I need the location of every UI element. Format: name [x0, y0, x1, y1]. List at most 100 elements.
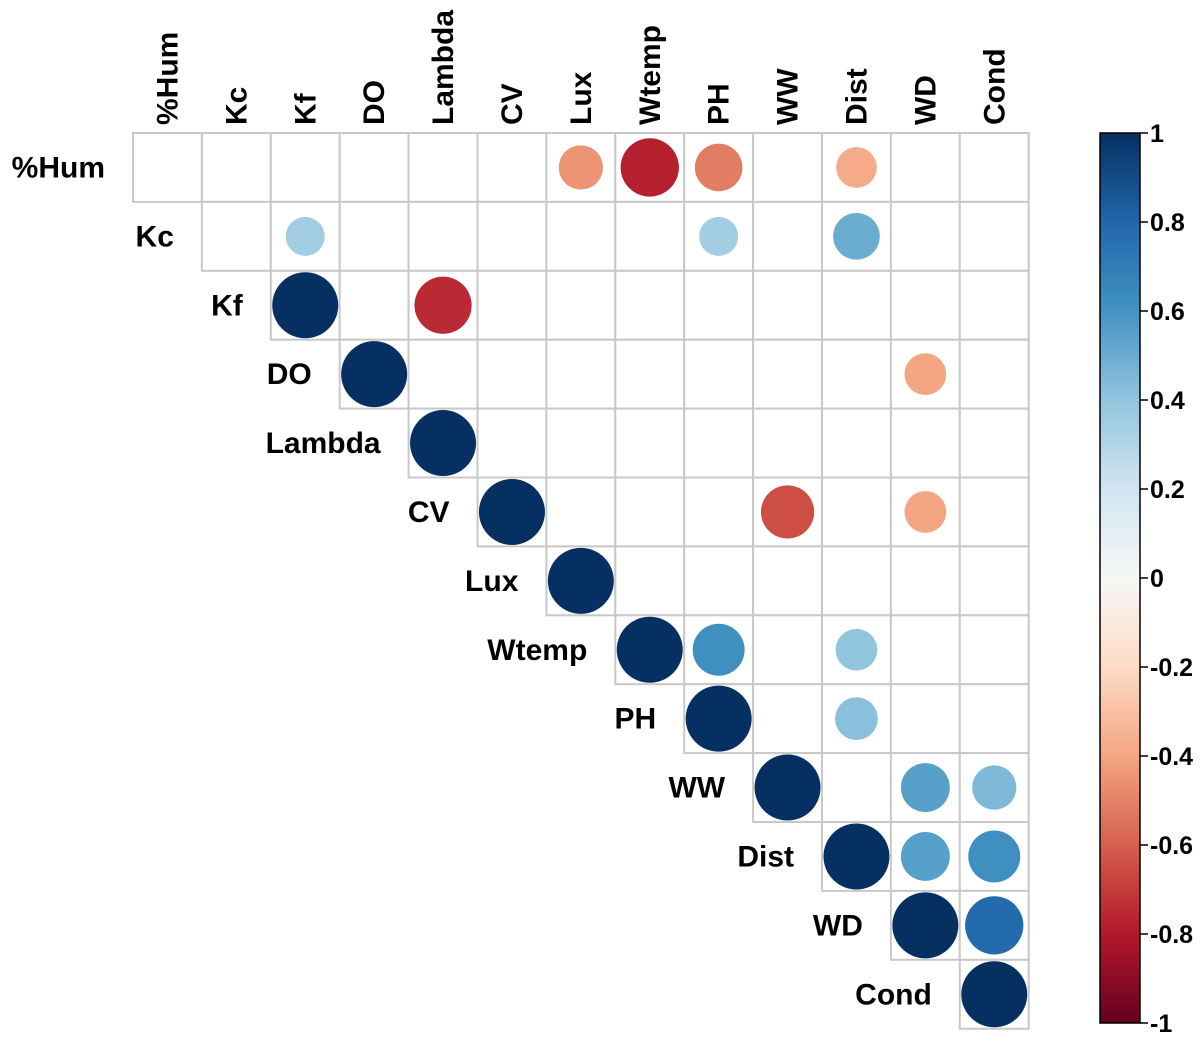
correlation-circle-WW-WD: [900, 763, 950, 813]
column-label-Cond: Cond: [978, 48, 1011, 125]
correlation-circle-Kf-Lambda: [414, 276, 472, 334]
grid-cell-4-8: [683, 407, 755, 479]
grid-cell-2-12: [958, 269, 1030, 341]
grid-cell-6-8: [683, 545, 755, 617]
colorbar-tick-label: -1: [1150, 1010, 1172, 1038]
correlation-circle-pctHum-Lux: [558, 145, 603, 190]
row-labels: %Hum Kc Kf DO Lambda CV Lux Wtemp PH WW Dist WD Cond: [12, 151, 932, 1011]
column-label-WD: WD: [909, 75, 942, 125]
grid-cell-1-3: [338, 200, 410, 272]
column-label-Dist: Dist: [840, 68, 873, 125]
grid-cell-3-12: [958, 338, 1030, 410]
grid-cell-0-12: [958, 132, 1030, 203]
grid-cell-7-11: [889, 614, 961, 686]
grid-cell-4-5: [476, 407, 548, 479]
row-label-WW: WW: [668, 772, 725, 805]
colorbar-gradient: [1099, 132, 1141, 1024]
correlation-circle-Lambda-Lambda: [410, 410, 477, 477]
grid-cell-4-11: [889, 407, 961, 479]
grid-cell-8-11: [889, 683, 961, 755]
row-label-CV: CV: [408, 496, 450, 529]
grid-cell-4-12: [958, 407, 1030, 479]
grid-cell-3-9: [752, 338, 823, 410]
grid-cell-5-8: [683, 476, 755, 548]
grid-cell-3-10: [821, 338, 892, 410]
row-label-Dist: Dist: [737, 840, 794, 873]
grid-cell-0-3: [338, 132, 410, 203]
grid-cell-6-10: [821, 545, 892, 617]
grid-cell-6-9: [752, 545, 823, 617]
grid-cell-4-10: [821, 407, 892, 479]
grid-cell-0-5: [476, 132, 548, 203]
grid-cell-1-5: [476, 200, 548, 272]
grid-cell-2-7: [614, 269, 686, 341]
colorbar-tick-label: -0.6: [1150, 832, 1193, 860]
row-label-PH: PH: [615, 703, 657, 736]
colorbar-tick-label: 0: [1150, 565, 1164, 593]
colorbar-tick-label: 0.6: [1150, 298, 1185, 326]
correlation-circle-WD-WD: [892, 892, 959, 959]
grid-cell-1-6: [545, 200, 617, 272]
column-label-pctHum: %Hum: [151, 32, 184, 125]
grid-cell-6-12: [958, 545, 1030, 617]
column-label-Kf: Kf: [289, 92, 322, 125]
row-label-Lux: Lux: [465, 565, 519, 598]
column-label-Lambda: Lambda: [427, 10, 460, 125]
correlation-circle-CV-WD: [904, 491, 947, 533]
correlation-circle-pctHum-PH: [694, 143, 743, 192]
correlation-circle-Kc-PH: [699, 216, 739, 256]
correlation-circle-Dist-WD: [900, 831, 950, 881]
grid-cell-2-3: [338, 269, 410, 341]
column-labels: %Hum Kc Kf DO Lambda CV Lux Wtemp PH WW Dist WD Cond: [151, 10, 1011, 125]
correlation-circle-PH-Dist: [835, 697, 878, 741]
grid-cell-4-6: [545, 407, 617, 479]
colorbar-tick-label: -0.2: [1150, 654, 1193, 682]
grid-cell-2-5: [476, 269, 548, 341]
grid-cell-0-11: [889, 132, 961, 203]
correlation-circle-CV-WW: [760, 485, 815, 539]
column-label-Wtemp: Wtemp: [634, 25, 667, 125]
circle-layer: [272, 138, 1028, 1028]
column-label-PH: PH: [703, 83, 736, 125]
correlation-circle-WW-WW: [754, 754, 821, 821]
grid-cell-0-1: [200, 132, 272, 203]
grid-cell-2-10: [821, 269, 892, 341]
grid-cell-1-12: [958, 200, 1030, 272]
colorbar-tick-label: -0.8: [1150, 921, 1193, 949]
row-label-Kf: Kf: [211, 289, 244, 322]
colorbar-tick-label: 0.2: [1150, 476, 1185, 504]
correlation-circle-pctHum-Dist: [836, 147, 877, 188]
grid-cell-0-9: [752, 132, 823, 203]
grid-cell-0-2: [269, 132, 341, 203]
column-label-Lux: Lux: [565, 71, 598, 125]
row-label-pctHum: %Hum: [12, 151, 105, 184]
grid-cell-3-6: [545, 338, 617, 410]
grid-cell-3-4: [407, 338, 479, 410]
colorbar-tick-label: 1: [1150, 120, 1164, 148]
grid-cell-2-8: [683, 269, 755, 341]
column-label-Kc: Kc: [220, 87, 253, 125]
correlation-circle-WW-Cond: [972, 765, 1017, 810]
correlation-circle-Lux-Lux: [547, 547, 614, 614]
grid-cell-8-9: [752, 683, 823, 755]
grid-cell-5-6: [545, 476, 617, 548]
grid-cell-1-9: [752, 200, 823, 272]
correlation-circle-Dist-Cond: [968, 830, 1021, 883]
grid-cell-6-7: [614, 545, 686, 617]
column-label-DO: DO: [358, 80, 391, 125]
correlation-circle-WD-Cond: [965, 896, 1024, 955]
colorbar-tick-label: 0.8: [1150, 209, 1185, 237]
row-label-Lambda: Lambda: [266, 427, 381, 460]
correlation-circle-Kf-Kf: [272, 272, 339, 339]
row-label-DO: DO: [267, 358, 312, 391]
correlation-circle-pctHum-Wtemp: [620, 138, 679, 197]
correlation-circle-DO-WD: [904, 353, 947, 396]
grid-cell-7-9: [752, 614, 823, 686]
correlation-circle-Wtemp-PH: [692, 623, 745, 676]
row-label-Kc: Kc: [136, 220, 174, 253]
grid-cell-1-1: [200, 200, 272, 272]
grid-cell-5-7: [614, 476, 686, 548]
colorbar-tick-label: 0.4: [1150, 387, 1185, 415]
correlation-circle-Kc-Dist: [833, 213, 880, 260]
